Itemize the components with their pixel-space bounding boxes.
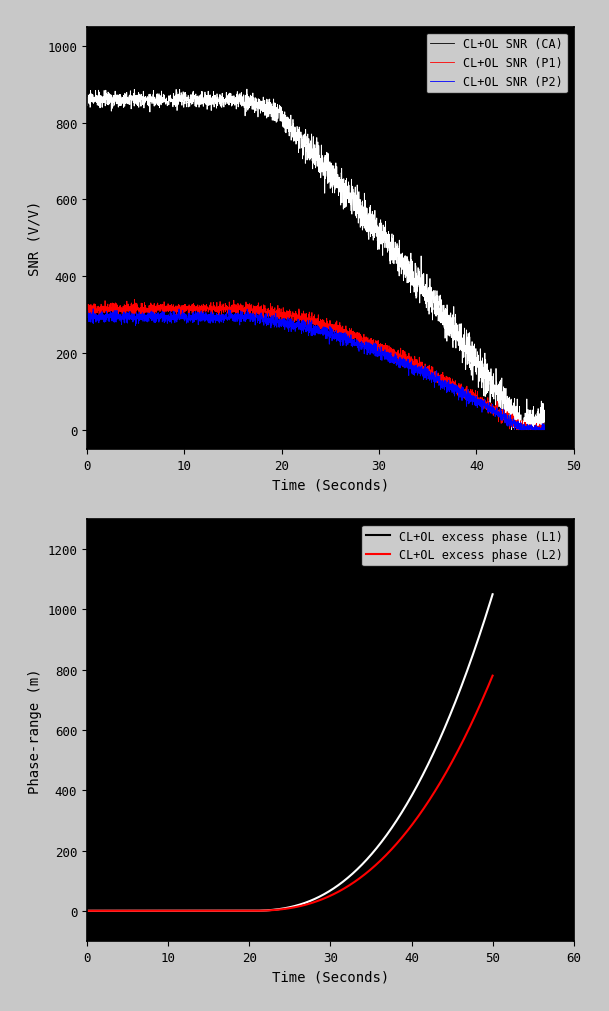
- CL+OL excess phase (L2): [157, 905, 164, 917]
- CL+OL excess phase (L1): [238, 905, 245, 917]
- CL+OL excess phase (L1): [489, 588, 496, 601]
- CL+OL excess phase (L2): [83, 905, 91, 917]
- Line: CL+OL excess phase (L2): CL+OL excess phase (L2): [87, 676, 493, 911]
- CL+OL SNR (CA): [163, 93, 170, 105]
- CL+OL SNR (CA): [259, 103, 266, 115]
- CL+OL SNR (CA): [483, 373, 490, 385]
- CL+OL SNR (CA): [83, 89, 91, 101]
- Y-axis label: SNR (V/V): SNR (V/V): [28, 201, 42, 276]
- CL+OL SNR (P1): [513, 425, 520, 437]
- CL+OL excess phase (L1): [83, 905, 91, 917]
- CL+OL SNR (P2): [279, 317, 286, 330]
- CL+OL SNR (P2): [259, 314, 266, 327]
- CL+OL excess phase (L1): [326, 885, 334, 897]
- CL+OL SNR (P1): [163, 300, 170, 312]
- Legend: CL+OL SNR (CA), CL+OL SNR (P1), CL+OL SNR (P2): CL+OL SNR (CA), CL+OL SNR (P1), CL+OL SN…: [426, 33, 568, 94]
- CL+OL SNR (P2): [516, 425, 523, 437]
- CL+OL SNR (P2): [163, 311, 170, 324]
- CL+OL SNR (P2): [136, 315, 143, 328]
- CL+OL excess phase (L1): [157, 905, 164, 917]
- CL+OL SNR (CA): [532, 423, 540, 435]
- CL+OL SNR (CA): [515, 425, 522, 437]
- CL+OL SNR (P1): [131, 294, 138, 306]
- CL+OL excess phase (L2): [326, 890, 334, 902]
- CL+OL SNR (P2): [532, 420, 540, 432]
- CL+OL SNR (P2): [90, 303, 97, 315]
- CL+OL SNR (P1): [532, 420, 540, 432]
- CL+OL excess phase (L2): [417, 807, 424, 819]
- CL+OL SNR (P2): [83, 310, 91, 323]
- CL+OL excess phase (L2): [347, 879, 354, 891]
- CL+OL excess phase (L2): [489, 670, 496, 682]
- CL+OL SNR (CA): [541, 405, 548, 418]
- Line: CL+OL excess phase (L1): CL+OL excess phase (L1): [87, 594, 493, 911]
- CL+OL SNR (P1): [279, 308, 286, 320]
- CL+OL SNR (P1): [259, 304, 266, 316]
- X-axis label: Time (Seconds): Time (Seconds): [272, 970, 389, 984]
- Y-axis label: Phase-range (m): Phase-range (m): [28, 667, 42, 793]
- CL+OL SNR (CA): [279, 120, 286, 132]
- CL+OL SNR (P2): [541, 425, 548, 437]
- CL+OL excess phase (L2): [386, 845, 393, 857]
- CL+OL excess phase (L2): [238, 905, 245, 917]
- Legend: CL+OL excess phase (L1), CL+OL excess phase (L2): CL+OL excess phase (L1), CL+OL excess ph…: [362, 526, 568, 566]
- Line: CL+OL SNR (P2): CL+OL SNR (P2): [87, 309, 544, 431]
- CL+OL SNR (P1): [541, 422, 548, 434]
- CL+OL SNR (CA): [136, 96, 143, 108]
- CL+OL SNR (CA): [243, 84, 250, 96]
- CL+OL SNR (P1): [136, 304, 143, 316]
- CL+OL SNR (P1): [83, 306, 91, 318]
- X-axis label: Time (Seconds): Time (Seconds): [272, 477, 389, 491]
- CL+OL excess phase (L1): [417, 773, 424, 786]
- CL+OL excess phase (L1): [347, 869, 354, 882]
- Line: CL+OL SNR (P1): CL+OL SNR (P1): [87, 300, 544, 431]
- Line: CL+OL SNR (CA): CL+OL SNR (CA): [87, 90, 544, 431]
- CL+OL excess phase (L1): [386, 825, 393, 837]
- CL+OL SNR (P2): [483, 399, 490, 411]
- CL+OL SNR (P1): [483, 404, 490, 417]
